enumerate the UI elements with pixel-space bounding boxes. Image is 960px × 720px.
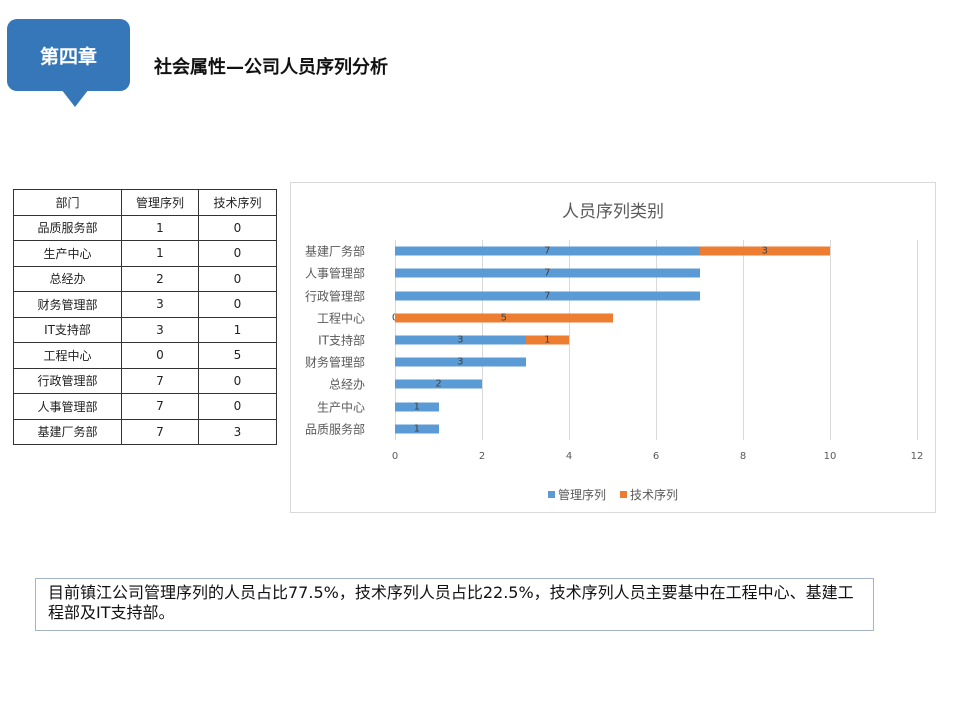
data-label: 3 [457,334,464,346]
table-row: 行政管理部 7 0 [13,367,277,394]
bar-technical [525,335,569,345]
table-cell: 基建厂务部 [13,418,122,445]
table-row: IT支持部 3 1 [13,316,277,343]
data-label: 7 [544,290,551,302]
table-cell: 5 [198,342,277,369]
table-cell: 人事管理部 [13,393,122,420]
table-cell: 0 [198,291,277,318]
chart-legend: 管理序列 技术序列 [291,486,935,503]
gridline [656,240,657,440]
table-row: 总经办 2 0 [13,265,277,292]
data-label: 7 [544,245,551,257]
summary-textbox: 目前镇江公司管理序列的人员占比77.5%，技术序列人员占比22.5%，技术序列人… [35,578,874,631]
gridline [569,240,570,440]
data-label: 3 [457,356,464,368]
table-cell: 3 [121,291,199,318]
table-cell: 工程中心 [13,342,122,369]
table-cell: 7 [121,418,199,445]
gridline [917,240,918,440]
table-cell: 0 [198,367,277,394]
data-label: 7 [544,267,551,279]
table-cell: IT支持部 [13,316,122,343]
table-header-row: 部门 管理序列 技术序列 [13,189,277,216]
category-label: 生产中心 [316,400,365,415]
category-label: 总经办 [328,377,365,392]
data-label: 5 [500,312,507,324]
bar-management [395,424,439,434]
x-tick-label: 2 [478,451,486,462]
category-label: 行政管理部 [304,289,365,304]
x-tick-label: 0 [391,451,399,462]
table-row: 生产中心 1 0 [13,240,277,267]
legend-label: 管理序列 [557,488,606,502]
table-cell: 0 [121,342,199,369]
chart-title: 人员序列类别 [562,202,664,222]
legend-swatch-icon [620,491,627,498]
table-cell: 0 [198,393,277,420]
bar-management [395,246,700,256]
category-label: 财务管理部 [304,355,365,370]
data-label: 3 [761,245,768,257]
data-label: 2 [435,378,442,390]
bar-management [395,402,439,412]
bar-technical [395,313,613,323]
legend-item-technical: 技术序列 [620,486,678,503]
column-header: 部门 [13,189,122,216]
gridline [743,240,744,440]
table-cell: 3 [198,418,277,445]
table-row: 品质服务部 1 0 [13,214,277,241]
table-cell: 0 [198,265,277,292]
data-label: 1 [413,423,420,435]
bar-chart: 人员序列类别 品质服务部 1 生产中心 1 总经办 2 财务管理部 3 IT支持部 3 1 工程中心 0… [290,182,936,513]
table-row: 人事管理部 7 0 [13,393,277,420]
category-label: 工程中心 [316,311,365,326]
table-row: 基建厂务部 7 3 [13,418,277,445]
data-label: 1 [544,334,551,346]
legend-swatch-icon [547,491,555,498]
category-label: 品质服务部 [304,422,365,437]
category-label: 基建厂务部 [304,244,365,259]
x-tick-label: 6 [652,451,660,462]
page-title: 社会属性—公司人员序列分析 [154,57,388,78]
table-row: 工程中心 0 5 [13,342,277,369]
legend-label: 技术序列 [630,488,679,502]
table-cell: 1 [121,240,199,267]
table-cell: 行政管理部 [13,367,122,394]
x-tick-label: 12 [910,451,924,462]
plot-area: 品质服务部1生产中心1总经办2财务管理部3IT支持部31工程中心05行政管理部7… [305,240,918,440]
column-header: 技术序列 [198,189,277,216]
bar-management [395,291,700,301]
bar-technical [699,246,830,256]
legend-item-management: 管理序列 [547,486,606,503]
bar-management [395,268,700,278]
category-label: IT支持部 [318,333,365,348]
bar-management [395,379,482,389]
data-label: 1 [413,401,420,413]
table-cell: 品质服务部 [13,214,122,241]
table-cell: 2 [121,265,199,292]
x-tick-label: 4 [565,451,573,462]
table-cell: 总经办 [13,265,122,292]
table-cell: 生产中心 [13,240,122,267]
data-table: 部门 管理序列 技术序列 品质服务部 1 0 生产中心 1 0 总经办 2 0 财务管理部 3 0 IT… [13,189,277,445]
bar-management [395,335,526,345]
bar-management [395,357,526,367]
chapter-badge: 第四章 [7,19,130,107]
table-cell: 7 [121,367,199,394]
table-cell: 3 [121,316,199,343]
table-cell: 0 [198,214,277,241]
chapter-label: 第四章 [39,45,97,68]
table-cell: 1 [198,316,277,343]
table-cell: 财务管理部 [13,291,122,318]
gridline [830,240,831,440]
x-tick-label: 10 [823,451,837,462]
table-cell: 0 [198,240,277,267]
table-cell: 7 [121,393,199,420]
x-tick-label: 8 [739,451,747,462]
category-label: 人事管理部 [304,266,365,281]
table-row: 财务管理部 3 0 [13,291,277,318]
table-cell: 1 [121,214,199,241]
column-header: 管理序列 [121,189,199,216]
